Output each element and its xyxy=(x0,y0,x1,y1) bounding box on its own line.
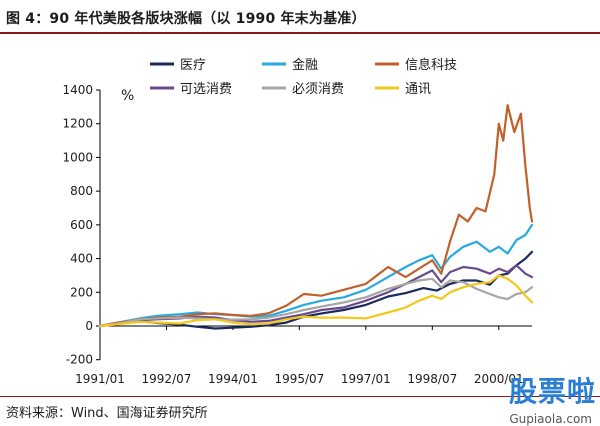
x-tick-label: 2000/01 xyxy=(474,372,524,386)
y-tick-label: 1200 xyxy=(62,117,93,131)
x-tick-label: 1998/07 xyxy=(407,372,457,386)
legend-label: 信息科技 xyxy=(405,57,457,73)
x-tick-label: 1995/07 xyxy=(274,372,324,386)
x-tick-label: 1992/07 xyxy=(142,372,192,386)
y-tick-label: 0 xyxy=(85,319,93,333)
x-tick-label: 1997/01 xyxy=(341,372,391,386)
series-line-金融 xyxy=(98,223,534,328)
legend-label: 必须消费 xyxy=(292,82,344,97)
series-line-信息科技 xyxy=(98,104,534,328)
x-tick-label: 1994/01 xyxy=(208,372,258,386)
source-note: 资料来源：Wind、国海证券研究所 xyxy=(6,406,208,421)
legend-label: 金融 xyxy=(292,57,318,73)
legend-label: 医疗 xyxy=(180,58,206,73)
title-rule xyxy=(0,32,600,34)
series-lines xyxy=(98,104,534,330)
series-line-必须消费 xyxy=(98,277,534,328)
axes: -200 0 200 400 600 800 1000 1200 1400 1991/01 1992… xyxy=(62,83,532,386)
watermark-logo: 股票啦 xyxy=(508,375,596,408)
series-line-通讯 xyxy=(98,274,534,328)
y-tick-label: 800 xyxy=(70,184,93,198)
y-tick-label: 1000 xyxy=(62,150,93,164)
figure-title: 图 4：90 年代美股各版块涨幅（以 1990 年末为基准） xyxy=(6,11,366,27)
source-rule xyxy=(0,396,600,397)
y-tick-label: 400 xyxy=(70,252,93,266)
y-tick-label: 1400 xyxy=(62,83,93,97)
x-tick-label: 1991/01 xyxy=(75,372,125,386)
y-axis-label: % xyxy=(121,88,134,104)
legend-label: 可选消费 xyxy=(180,82,232,97)
y-tick-label: 600 xyxy=(70,218,93,232)
legend-label: 通讯 xyxy=(405,82,431,97)
watermark-url: Gupiaola.com xyxy=(509,412,592,426)
y-tick-label: -200 xyxy=(66,353,93,367)
y-tick-label: 200 xyxy=(70,285,93,299)
